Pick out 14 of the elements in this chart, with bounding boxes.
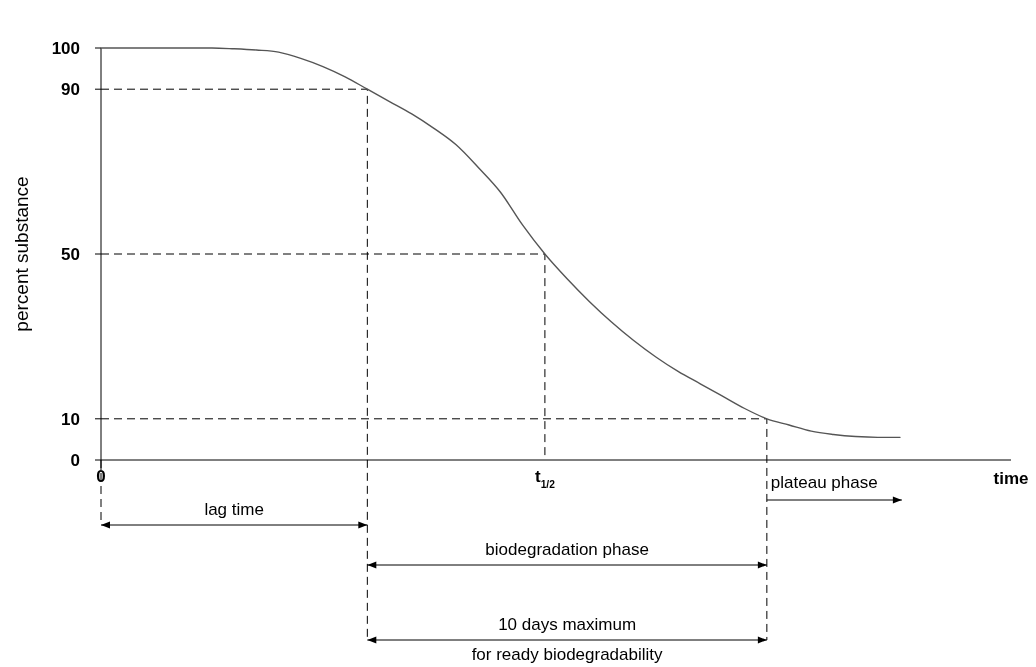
y-tick-label: 100 xyxy=(51,38,80,58)
text: for ready biodegradability xyxy=(471,645,664,664)
y-tick-label: 90 xyxy=(61,80,80,100)
text: lag time xyxy=(204,500,264,519)
y-axis-title: percent substance xyxy=(11,176,32,332)
text: biodegradation phase xyxy=(485,540,649,559)
x-axis-title: time xyxy=(993,469,1029,488)
y-tick-label: 50 xyxy=(61,244,80,264)
y-tick-label: 10 xyxy=(61,409,80,429)
line-series xyxy=(100,47,901,439)
x-tick-label: t$_{1/2}$ xyxy=(534,467,556,490)
text: plateau phase xyxy=(770,473,878,492)
text: 10 days maximum xyxy=(498,615,637,634)
y-tick-label: 0 xyxy=(70,450,80,470)
